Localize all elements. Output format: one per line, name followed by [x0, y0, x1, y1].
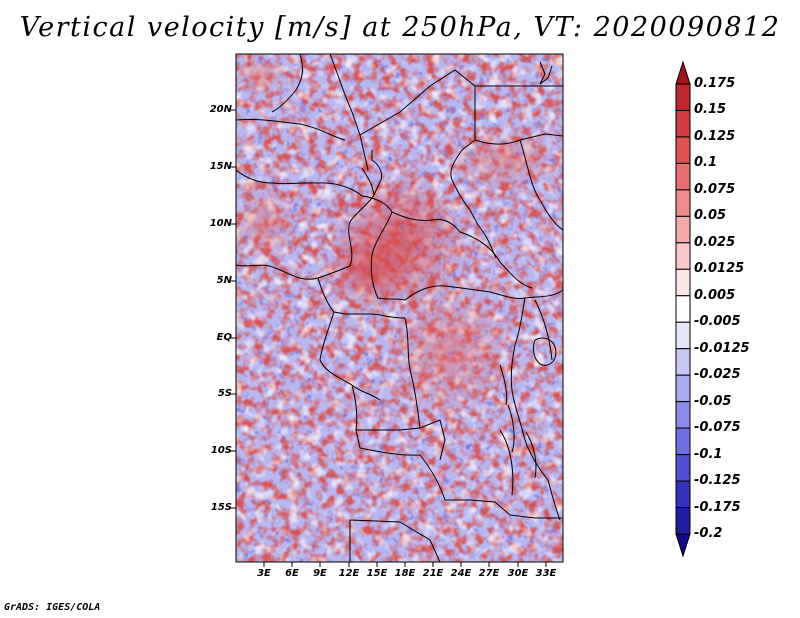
colorbar-label: -0.175	[694, 499, 741, 515]
lakes	[499, 337, 557, 479]
lat-label: 5N	[216, 275, 232, 286]
colorbar-box	[675, 136, 691, 164]
lon-label: 30E	[507, 568, 529, 579]
colorbar-box	[675, 268, 691, 297]
colorbar-label: -0.2	[694, 526, 723, 541]
colorbar-label: 0.125	[694, 128, 736, 144]
lat-label: EQ	[216, 332, 232, 343]
colorbar-top-triangle	[675, 60, 691, 85]
country-borders	[236, 54, 563, 562]
lon-ticks	[263, 562, 547, 567]
colorbar-box	[675, 321, 691, 350]
colorbar-box	[675, 83, 691, 111]
chart-title: Vertical velocity [m/s] at 250hPa, VT: 2…	[19, 12, 781, 43]
lat-label: 15N	[209, 161, 232, 172]
colorbar-box	[675, 162, 691, 191]
map-frame	[235, 53, 564, 563]
colorbar-box	[675, 109, 691, 138]
lon-label: 21E	[422, 568, 444, 579]
colorbar-label: -0.05	[694, 393, 732, 409]
colorbar-label: 0.175	[694, 76, 736, 91]
colorbar-label: 0.1	[694, 155, 718, 171]
colorbar-label: 0.0125	[694, 261, 745, 277]
colorbar-label: 0.05	[694, 208, 727, 224]
colorbar-bottom-triangle	[675, 533, 691, 558]
lat-label: 20N	[209, 104, 232, 115]
colorbar-label: -0.075	[694, 420, 741, 436]
colorbar-label: -0.005	[694, 314, 741, 330]
lon-label: 12E	[338, 568, 360, 579]
lon-label: 15E	[366, 568, 388, 579]
colorbar-box	[675, 215, 691, 244]
colorbar-label: 0.025	[694, 234, 736, 250]
grads-credit: GrADS: IGES/COLA	[4, 602, 101, 613]
colorbar-label: -0.0125	[694, 340, 750, 356]
lon-label: 27E	[478, 568, 500, 579]
colorbar-box	[675, 374, 691, 403]
vertical-velocity-field	[236, 54, 563, 562]
colorbar-box	[675, 189, 691, 217]
lat-label: 15S	[210, 502, 232, 513]
lon-label: 18E	[394, 568, 416, 579]
colorbar-label: -0.025	[694, 367, 741, 383]
lat-label: 10N	[209, 218, 232, 229]
lon-label: 3E	[257, 568, 271, 579]
colorbar-label: -0.125	[694, 473, 741, 489]
colorbar-box	[675, 242, 691, 270]
lat-label: 10S	[210, 445, 232, 456]
colorbar-box	[675, 295, 691, 323]
colorbar-label: 0.005	[694, 287, 736, 303]
colorbar-label: 0.075	[694, 181, 736, 197]
colorbar-box	[675, 480, 691, 509]
lon-label: 9E	[313, 568, 327, 579]
colorbar-label: 0.15	[694, 102, 727, 118]
lon-label: 6E	[285, 568, 299, 579]
colorbar-box	[675, 507, 691, 535]
colorbar-box	[675, 401, 691, 429]
lat-ticks	[231, 109, 236, 509]
colorbar-label: -0.1	[694, 446, 723, 462]
colorbar-box	[675, 454, 691, 482]
colorbar-box	[675, 348, 691, 376]
colorbar	[675, 60, 691, 558]
colorbar-box	[675, 427, 691, 456]
lat-label: 5S	[217, 388, 232, 399]
lon-label: 33E	[535, 568, 557, 579]
lon-label: 24E	[450, 568, 472, 579]
